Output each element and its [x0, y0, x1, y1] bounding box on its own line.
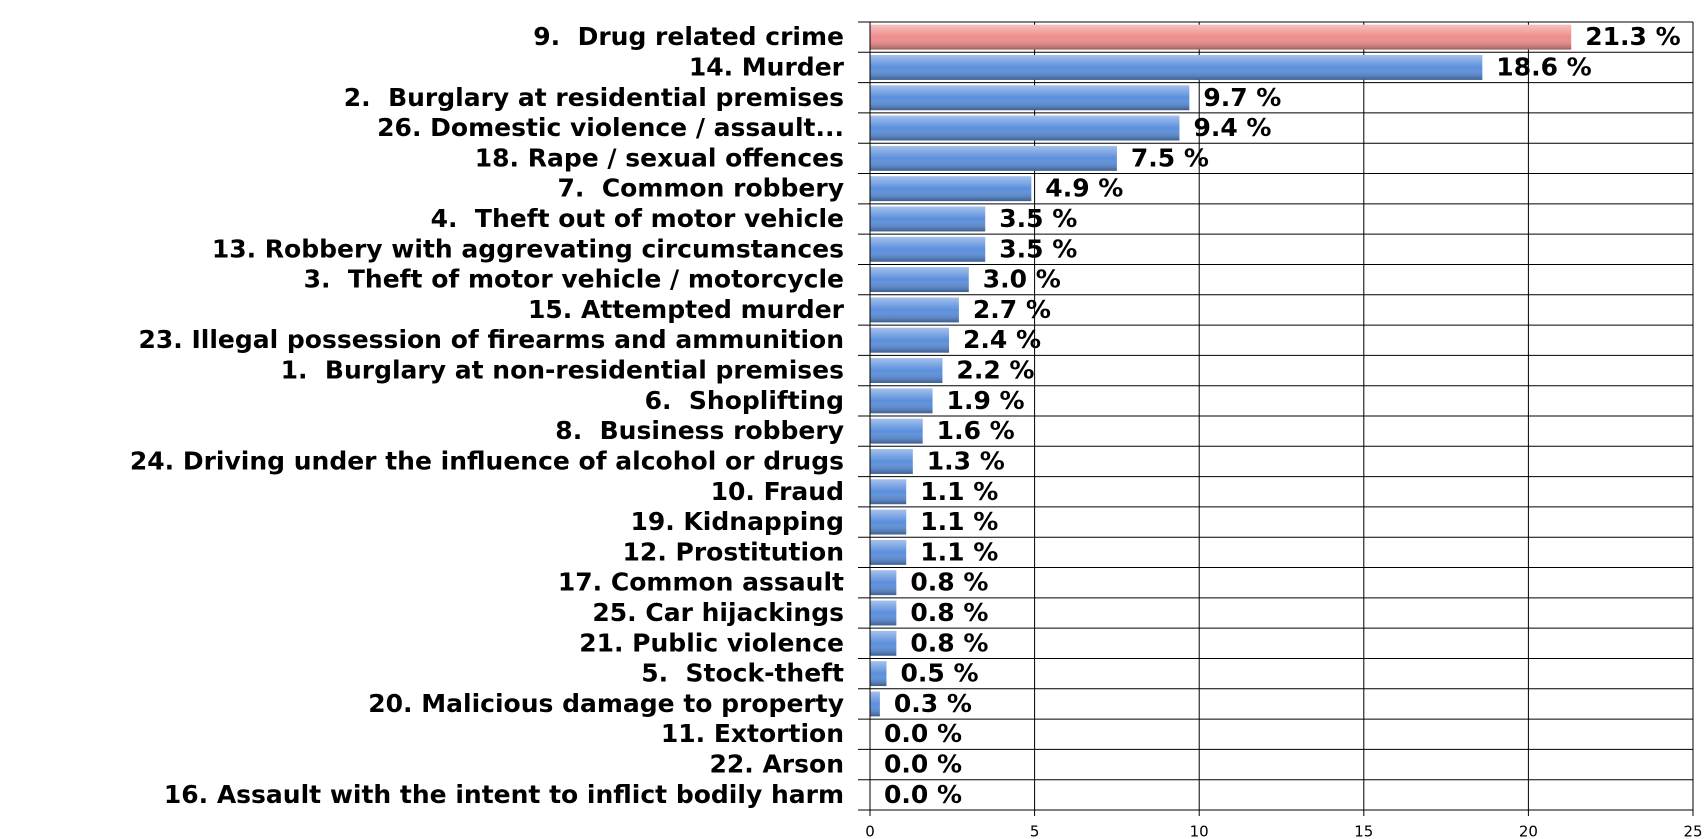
bar-shade	[870, 145, 1117, 171]
bar-shade	[870, 479, 907, 505]
bar-shade	[870, 236, 986, 262]
category-label: 16. Assault with the intent to inflict b…	[164, 780, 844, 809]
category-label: 1. Burglary at non-residential premises	[281, 356, 844, 385]
x-tick-label: 25	[1683, 823, 1702, 839]
x-tick-label: 20	[1519, 823, 1538, 839]
value-label: 0.0 %	[884, 719, 962, 748]
value-label: 1.3 %	[927, 446, 1005, 475]
bar-shade	[870, 176, 1032, 202]
category-label: 7. Common robbery	[558, 174, 844, 203]
category-label: 22. Arson	[709, 750, 844, 779]
category-label: 24. Driving under the influence of alcoh…	[130, 446, 844, 475]
bar-shade	[870, 630, 897, 656]
bar-shade	[870, 115, 1180, 141]
bar-shade	[870, 418, 923, 444]
value-label: 1.6 %	[937, 416, 1015, 445]
value-label: 4.9 %	[1045, 174, 1123, 203]
category-label: 15. Attempted murder	[528, 295, 845, 324]
value-label: 0.0 %	[884, 780, 962, 809]
category-label: 19. Kidnapping	[630, 507, 844, 536]
bar-shade	[870, 539, 907, 565]
category-label: 18. Rape / sexual offences	[475, 143, 844, 172]
value-label: 2.2 %	[956, 356, 1034, 385]
value-label: 1.1 %	[920, 507, 998, 536]
category-label: 25. Car hijackings	[592, 598, 844, 627]
value-label: 3.5 %	[999, 204, 1077, 233]
bar-shade	[870, 600, 897, 626]
value-label: 2.7 %	[973, 295, 1051, 324]
category-label: 2. Burglary at residential premises	[344, 83, 844, 112]
bar-shade	[870, 388, 933, 414]
category-label: 17. Common assault	[558, 568, 844, 597]
x-tick-label: 15	[1354, 823, 1373, 839]
bar-shade	[870, 570, 897, 596]
bar-shade	[870, 661, 887, 687]
x-tick-label: 0	[865, 823, 875, 839]
value-label: 1.1 %	[920, 477, 998, 506]
value-label: 0.3 %	[894, 689, 972, 718]
value-label: 0.8 %	[910, 628, 988, 657]
bar-shade	[870, 449, 913, 474]
bar-shade	[870, 206, 986, 232]
bar-shade	[870, 691, 880, 717]
category-label: 26. Domestic violence / assault...	[377, 113, 844, 142]
category-label: 3. Theft of motor vehicle / motorcycle	[304, 265, 844, 294]
x-tick-label: 5	[1030, 823, 1040, 839]
category-label: 21. Public violence	[579, 628, 844, 657]
bar-shade	[870, 85, 1190, 111]
bar-shade	[870, 55, 1483, 80]
value-label: 0.8 %	[910, 568, 988, 597]
value-label: 21.3 %	[1585, 22, 1680, 51]
value-label: 9.7 %	[1203, 83, 1281, 112]
value-label: 3.0 %	[983, 265, 1061, 294]
value-label: 2.4 %	[963, 325, 1041, 354]
bar-shade	[870, 358, 943, 383]
category-label: 23. Illegal possession of firearms and a…	[138, 325, 844, 354]
category-label: 8. Business robbery	[555, 416, 844, 445]
value-label: 1.1 %	[920, 537, 998, 566]
category-label: 5. Stock-theft	[641, 659, 844, 688]
value-label: 3.5 %	[999, 234, 1077, 263]
bar-shade	[870, 267, 969, 293]
category-label: 4. Theft out of motor vehicle	[431, 204, 844, 233]
category-label: 9. Drug related crime	[533, 22, 844, 51]
value-label: 18.6 %	[1496, 52, 1591, 81]
value-label: 0.0 %	[884, 750, 962, 779]
category-label: 20. Malicious damage to property	[368, 689, 844, 718]
value-label: 0.8 %	[910, 598, 988, 627]
x-tick-label: 10	[1190, 823, 1209, 839]
value-label: 7.5 %	[1131, 143, 1209, 172]
bar-shade	[870, 509, 907, 535]
category-label: 6. Shoplifting	[645, 386, 844, 415]
value-label: 1.9 %	[947, 386, 1025, 415]
bar-shade	[870, 327, 950, 353]
category-label: 12. Prostitution	[623, 537, 844, 566]
category-label: 10. Fraud	[711, 477, 844, 506]
category-label: 13. Robbery with aggrevating circumstanc…	[212, 234, 844, 263]
bar-shade	[870, 24, 1572, 50]
category-label: 14. Murder	[689, 52, 845, 81]
value-label: 9.4 %	[1193, 113, 1271, 142]
bar-shade	[870, 297, 959, 323]
value-label: 0.5 %	[900, 659, 978, 688]
category-label: 11. Extortion	[661, 719, 844, 748]
